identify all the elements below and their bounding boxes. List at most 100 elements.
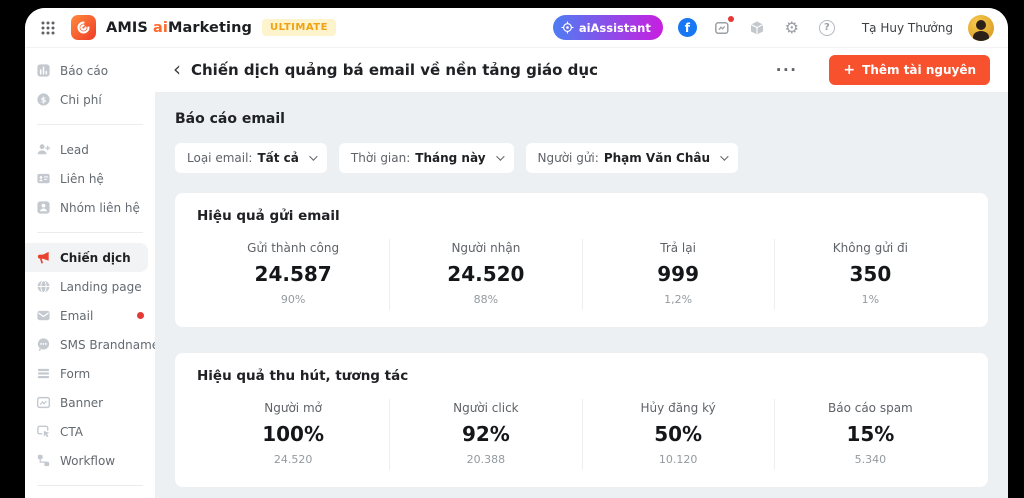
facebook-icon[interactable]: f: [677, 18, 697, 37]
filter-sender[interactable]: Người gửi: Phạm Văn Châu: [525, 143, 739, 173]
stat-value: 24.520: [447, 262, 525, 286]
stat-sub: 5.340: [854, 453, 887, 466]
filters-bar: Loại email: Tất cả Thời gian: Tháng này …: [175, 143, 988, 173]
ai-assistant-label: aiAssistant: [578, 20, 651, 35]
contact-card-icon: [37, 173, 50, 184]
chevron-down-icon: [309, 152, 318, 161]
campaign-megaphone-icon: [37, 251, 49, 264]
card-engagement: Hiệu quả thu hút, tương tác Người mở 100…: [175, 353, 988, 487]
sidebar-item-workflow[interactable]: Workflow: [25, 446, 155, 475]
sidebar-item-label: Báo cáo: [60, 63, 109, 78]
stat-label: Gửi thành công: [247, 241, 340, 255]
workflow-nodes-icon: [37, 454, 50, 467]
brand-suffix: Marketing: [168, 19, 252, 36]
app-shell: Báo cáo $ Chi phí Lead Liên hệ Nhóm liên…: [25, 48, 1008, 498]
sidebar-item-sms-brandname[interactable]: SMS Brandname: [25, 330, 159, 359]
stat-sub: 90%: [280, 293, 306, 306]
sidebar-item-chi-phi[interactable]: $ Chi phí: [25, 85, 155, 114]
stat-label: Trả lại: [660, 241, 696, 255]
filter-value: Phạm Văn Châu: [603, 151, 711, 165]
stat-label: Hủy đăng ký: [640, 401, 716, 415]
stat-bounced: Trả lại 999 1,2%: [581, 239, 774, 310]
card-send-effectiveness: Hiệu quả gửi email Gửi thành công 24.587…: [175, 193, 988, 327]
help-glyph: ?: [818, 19, 835, 36]
stat-label: Người mở: [264, 401, 322, 415]
stat-spam-reports: Báo cáo spam 15% 5.340: [773, 399, 966, 470]
sidebar-item-email[interactable]: Email: [25, 301, 155, 330]
stat-value: 24.587: [254, 262, 332, 286]
stat-sub: 88%: [473, 293, 499, 306]
notifications-icon[interactable]: [712, 15, 734, 38]
help-icon[interactable]: ?: [817, 18, 837, 38]
sidebar-divider: [37, 124, 143, 125]
stat-value: 50%: [654, 422, 703, 446]
report-title: Báo cáo email: [175, 111, 285, 127]
more-options-icon[interactable]: ···: [775, 61, 798, 79]
notification-badge: [727, 15, 734, 22]
filter-email-type[interactable]: Loại email: Tất cả: [175, 143, 327, 173]
sidebar-item-bao-cao[interactable]: Báo cáo: [25, 56, 155, 85]
sidebar-item-label: Liên hệ: [60, 171, 104, 186]
package-icon[interactable]: [747, 18, 767, 38]
amis-logo-icon[interactable]: [71, 15, 96, 40]
sidebar-item-chien-dich[interactable]: Chiến dịch: [25, 243, 148, 272]
sidebar-item-cta[interactable]: CTA: [25, 417, 155, 446]
sidebar-item-label: Chi phí: [60, 92, 102, 107]
stat-unsubscribed: Hủy đăng ký 50% 10.120: [581, 399, 774, 470]
stat-clicked: Người click 92% 20.388: [389, 399, 581, 470]
sidebar-item-form[interactable]: Form: [25, 359, 155, 388]
settings-gear-icon[interactable]: ⚙: [782, 18, 802, 38]
app-window: AMIS aiMarketing ULTIMATE aiAssistant f: [25, 8, 1008, 498]
avatar-torso: [973, 30, 989, 41]
cost-coin-icon: $: [37, 93, 50, 106]
cta-cursor-icon: [37, 425, 50, 438]
sidebar-item-label: Email: [60, 308, 94, 323]
sidebar-divider: [37, 232, 143, 233]
gear-glyph: ⚙: [784, 17, 800, 37]
sidebar-item-label: Nhóm liên hệ: [60, 200, 140, 215]
sidebar-item-label: CTA: [60, 424, 83, 439]
sidebar-item-label: SMS Brandname: [60, 337, 160, 352]
stat-value: 92%: [461, 422, 510, 446]
plan-badge: ULTIMATE: [261, 19, 336, 36]
stat-label: Người nhận: [451, 241, 521, 255]
sidebar-divider: [37, 485, 143, 486]
report-content: Báo cáo email Loại email: Tất cả Thời gi…: [155, 92, 1008, 498]
avatar-head: [976, 19, 986, 30]
back-chevron-icon[interactable]: ‹: [173, 56, 181, 81]
apps-grid-icon[interactable]: [35, 15, 61, 41]
avatar[interactable]: [968, 14, 994, 41]
sidebar-item-label: Lead: [60, 142, 89, 157]
page-title: Chiến dịch quảng bá email về nền tảng gi…: [191, 61, 598, 79]
stat-value: 999: [657, 262, 699, 286]
filter-value: Tất cả: [257, 151, 299, 165]
sidebar-item-nhom-lien-he[interactable]: Nhóm liên hệ: [25, 193, 155, 222]
sidebar-item-lead[interactable]: Lead: [25, 135, 155, 164]
logo-spiral-glyph: [77, 21, 90, 34]
sidebar-item-lien-he[interactable]: Liên hệ: [25, 164, 155, 193]
add-resource-button[interactable]: + Thêm tài nguyên: [829, 55, 990, 85]
stats-row: Gửi thành công 24.587 90% Người nhận 24.…: [197, 239, 966, 310]
filter-time-range[interactable]: Thời gian: Tháng này: [338, 143, 514, 173]
filter-value: Tháng này: [415, 151, 486, 165]
brand-name: AMIS aiMarketing: [106, 20, 252, 36]
email-envelope-icon: [37, 310, 50, 321]
filter-label: Loại email:: [187, 151, 253, 165]
notifications-glyph: [714, 21, 729, 34]
stat-sub: 1,2%: [664, 293, 693, 306]
filter-label: Người gửi:: [537, 151, 599, 165]
stat-sub: 20.388: [466, 453, 506, 466]
sidebar-item-landing-page[interactable]: Landing page: [25, 272, 155, 301]
stat-sub: 1%: [861, 293, 880, 306]
chevron-down-icon: [495, 152, 505, 161]
sidebar-item-banner[interactable]: Banner: [25, 388, 155, 417]
stat-label: Báo cáo spam: [827, 401, 913, 415]
stat-value: 100%: [262, 422, 325, 446]
banner-image-icon: [36, 396, 51, 409]
package-glyph: [750, 21, 764, 34]
ai-assistant-button[interactable]: aiAssistant: [552, 15, 663, 40]
facebook-glyph: f: [684, 20, 690, 35]
page-header: ‹ Chiến dịch quảng bá email về nền tảng …: [155, 48, 1008, 92]
topbar-right: aiAssistant f ⚙ ? Tạ: [552, 14, 994, 41]
stat-sub: 24.520: [273, 453, 313, 466]
